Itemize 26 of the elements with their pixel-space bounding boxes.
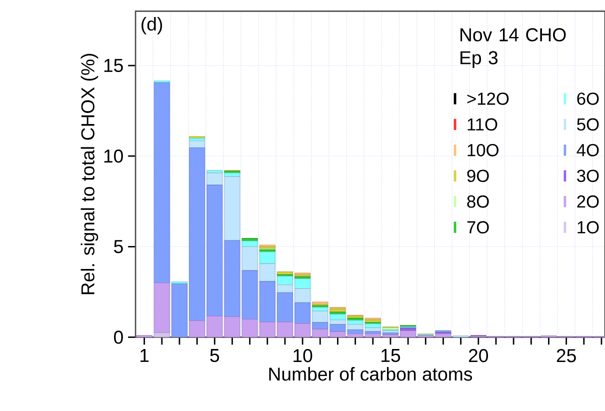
x-tick-label: 5 [210, 349, 220, 362]
x-tick-label: 20 [468, 349, 488, 362]
y-tick-label: 15 [104, 59, 123, 72]
legend-label: 2O [577, 196, 599, 208]
legend-label: 6O [577, 92, 599, 105]
legend-label: 1O [578, 221, 599, 234]
x-axis-title: Number of carbon atoms [269, 367, 472, 381]
legend-label: 11O [468, 118, 498, 131]
x-tick-label: 10 [294, 349, 312, 362]
legend-label: 9O [467, 170, 489, 182]
legend-label: 5O [577, 118, 599, 131]
x-tick-label: 25 [556, 349, 576, 362]
legend-label: 7O [467, 221, 489, 234]
legend-label: 3O [577, 170, 599, 182]
y-tick-label: 5 [114, 240, 123, 254]
y-axis-title: Rel. signal to total CHOX (%) [80, 54, 98, 294]
x-tick-label: 1 [140, 349, 149, 362]
legend-label: >12O [467, 92, 509, 105]
legend-label: 10O [468, 144, 498, 156]
annotation: (d) [142, 17, 162, 34]
x-tick-label: 15 [382, 349, 400, 362]
legend-title: Nov 14 CHO Ep 3 [460, 28, 566, 68]
y-tick-label: 0 [114, 330, 123, 344]
y-tick-label: 10 [104, 150, 123, 163]
legend-label: 4O [576, 144, 599, 156]
legend-label: 8O [467, 196, 489, 208]
